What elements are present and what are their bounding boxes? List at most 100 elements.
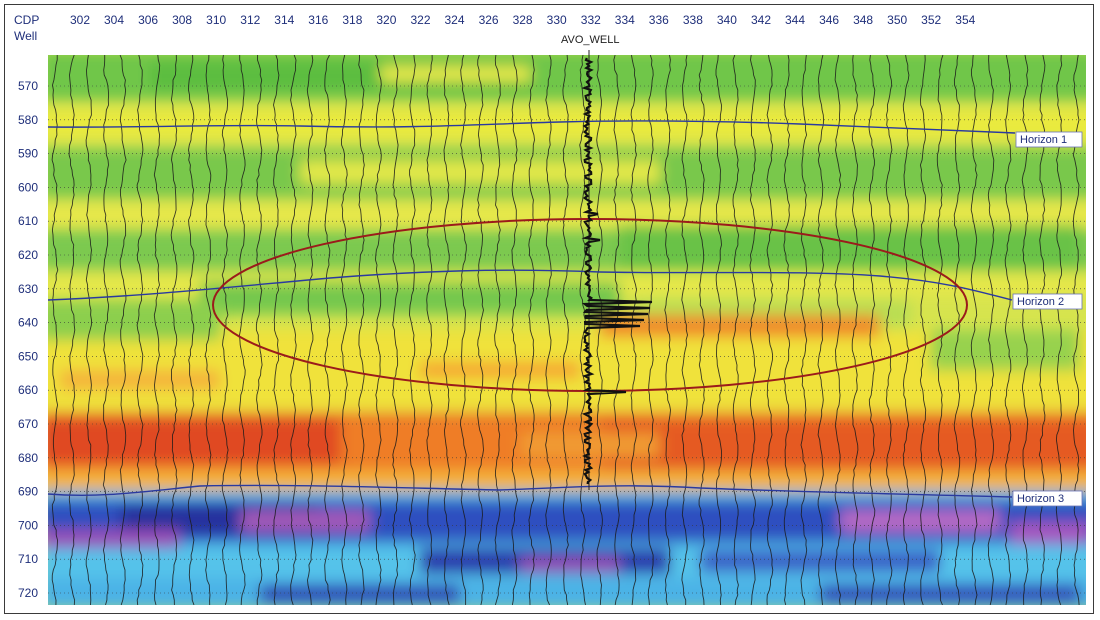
wiggle-trace bbox=[273, 55, 280, 605]
wiggle-trace bbox=[170, 55, 178, 605]
horizon-2-line bbox=[47, 269, 1013, 301]
wiggle-trace bbox=[970, 55, 978, 605]
wiggle-trace bbox=[732, 55, 740, 605]
wiggle-trace bbox=[987, 55, 995, 605]
cdp-tick-label: 328 bbox=[513, 13, 533, 27]
wiggle-trace bbox=[749, 55, 757, 605]
horizon-lines bbox=[47, 120, 1016, 498]
wiggle-trace bbox=[392, 55, 399, 605]
horizon-label-2: Horizon 2 bbox=[1012, 293, 1083, 310]
cdp-tick-label: 314 bbox=[274, 13, 294, 27]
cdp-tick-label: 346 bbox=[819, 13, 839, 27]
time-tick-label: 680 bbox=[18, 451, 38, 465]
time-tick-label: 640 bbox=[18, 316, 38, 330]
wiggle-trace bbox=[68, 55, 76, 605]
wiggle-traces bbox=[51, 55, 1080, 605]
cdp-tick-label: 306 bbox=[138, 13, 158, 27]
wiggle-trace bbox=[306, 55, 314, 605]
cdp-tick-label: 352 bbox=[921, 13, 941, 27]
wiggle-trace bbox=[579, 55, 586, 605]
time-tick-label: 660 bbox=[18, 383, 38, 397]
wiggle-trace bbox=[868, 55, 876, 605]
wiggle-trace bbox=[919, 55, 927, 605]
wiggle-trace bbox=[85, 55, 92, 605]
cdp-tick-label: 322 bbox=[410, 13, 430, 27]
wiggle-trace bbox=[51, 55, 59, 605]
time-tick-label: 720 bbox=[18, 586, 38, 600]
wiggle-trace bbox=[494, 55, 501, 605]
cdp-tick-label: 332 bbox=[581, 13, 601, 27]
wiggle-trace bbox=[715, 55, 723, 605]
wiggle-trace bbox=[902, 55, 910, 605]
wiggle-trace bbox=[221, 55, 229, 605]
cdp-tick-label: 320 bbox=[376, 13, 396, 27]
wiggle-trace bbox=[102, 55, 110, 605]
cdp-tick-label: 340 bbox=[717, 13, 737, 27]
cdp-tick-label: 304 bbox=[104, 13, 124, 27]
horizon-1-line bbox=[47, 120, 1016, 134]
cdp-tick-label: 330 bbox=[547, 13, 567, 27]
wiggle-trace bbox=[511, 55, 518, 605]
wiggle-trace bbox=[136, 55, 144, 605]
time-tick-label: 700 bbox=[18, 518, 38, 532]
cdp-tick-label: 344 bbox=[785, 13, 805, 27]
cdp-tick-label: 354 bbox=[955, 13, 975, 27]
wiggle-trace bbox=[817, 55, 824, 605]
wiggle-trace bbox=[613, 55, 620, 605]
wiggle-trace bbox=[443, 55, 450, 605]
well-log bbox=[581, 50, 653, 490]
cdp-axis-label: CDP bbox=[14, 13, 39, 27]
horizon-label-2-text: Horizon 2 bbox=[1017, 296, 1064, 308]
time-tick-label: 620 bbox=[18, 248, 38, 262]
wiggle-trace bbox=[408, 55, 416, 605]
wiggle-trace bbox=[323, 55, 331, 605]
time-tick-label: 650 bbox=[18, 349, 38, 363]
wiggle-trace bbox=[596, 55, 603, 605]
horizon-3-line bbox=[47, 484, 1013, 498]
wiggle-trace bbox=[800, 55, 808, 605]
cdp-tick-labels: 302 304 306 308 310 312 314 316 318 320 322 324 326 3… bbox=[70, 13, 976, 27]
horizon-label-3: Horizon 3 bbox=[1012, 490, 1083, 507]
time-tick-label: 570 bbox=[18, 79, 38, 93]
wiggle-trace bbox=[187, 55, 195, 605]
cdp-tick-label: 302 bbox=[70, 13, 90, 27]
cdp-tick-label: 310 bbox=[206, 13, 226, 27]
cdp-tick-label: 338 bbox=[683, 13, 703, 27]
time-tick-label: 590 bbox=[18, 147, 38, 161]
wiggle-trace bbox=[545, 55, 552, 605]
time-tick-label: 610 bbox=[18, 214, 38, 228]
wiggle-trace bbox=[630, 55, 638, 605]
cdp-tick-label: 312 bbox=[240, 13, 260, 27]
cdp-tick-label: 316 bbox=[308, 13, 328, 27]
cdp-tick-label: 334 bbox=[615, 13, 635, 27]
wiggle-trace bbox=[681, 55, 688, 605]
wiggle-trace bbox=[375, 55, 382, 605]
wiggle-trace bbox=[426, 55, 433, 605]
time-tick-label: 580 bbox=[18, 113, 38, 127]
time-tick-label: 710 bbox=[18, 552, 38, 566]
time-tick-label: 690 bbox=[18, 485, 38, 499]
wiggle-trace bbox=[477, 55, 484, 605]
cdp-tick-label: 308 bbox=[172, 13, 192, 27]
well-log-curve bbox=[581, 57, 653, 485]
wiggle-trace bbox=[885, 55, 893, 605]
wiggle-trace bbox=[255, 55, 263, 605]
amplitude-display bbox=[48, 55, 1086, 605]
cdp-tick-label: 342 bbox=[751, 13, 771, 27]
cdp-tick-label: 348 bbox=[853, 13, 873, 27]
wiggle-trace bbox=[647, 55, 654, 605]
wiggle-trace bbox=[834, 55, 842, 605]
cdp-tick-label: 350 bbox=[887, 13, 907, 27]
wiggle-trace bbox=[783, 55, 791, 605]
wiggle-trace bbox=[562, 55, 569, 605]
cdp-tick-label: 324 bbox=[444, 13, 464, 27]
cdp-tick-label: 326 bbox=[479, 13, 499, 27]
wiggle-trace bbox=[460, 55, 467, 605]
wiggle-trace bbox=[766, 55, 774, 605]
well-name-label: AVO_WELL bbox=[561, 34, 620, 46]
time-tick-label: 600 bbox=[18, 180, 38, 194]
wiggle-trace bbox=[239, 55, 246, 605]
wiggle-trace bbox=[664, 55, 671, 605]
horizon-label-1-text: Horizon 1 bbox=[1020, 134, 1067, 146]
